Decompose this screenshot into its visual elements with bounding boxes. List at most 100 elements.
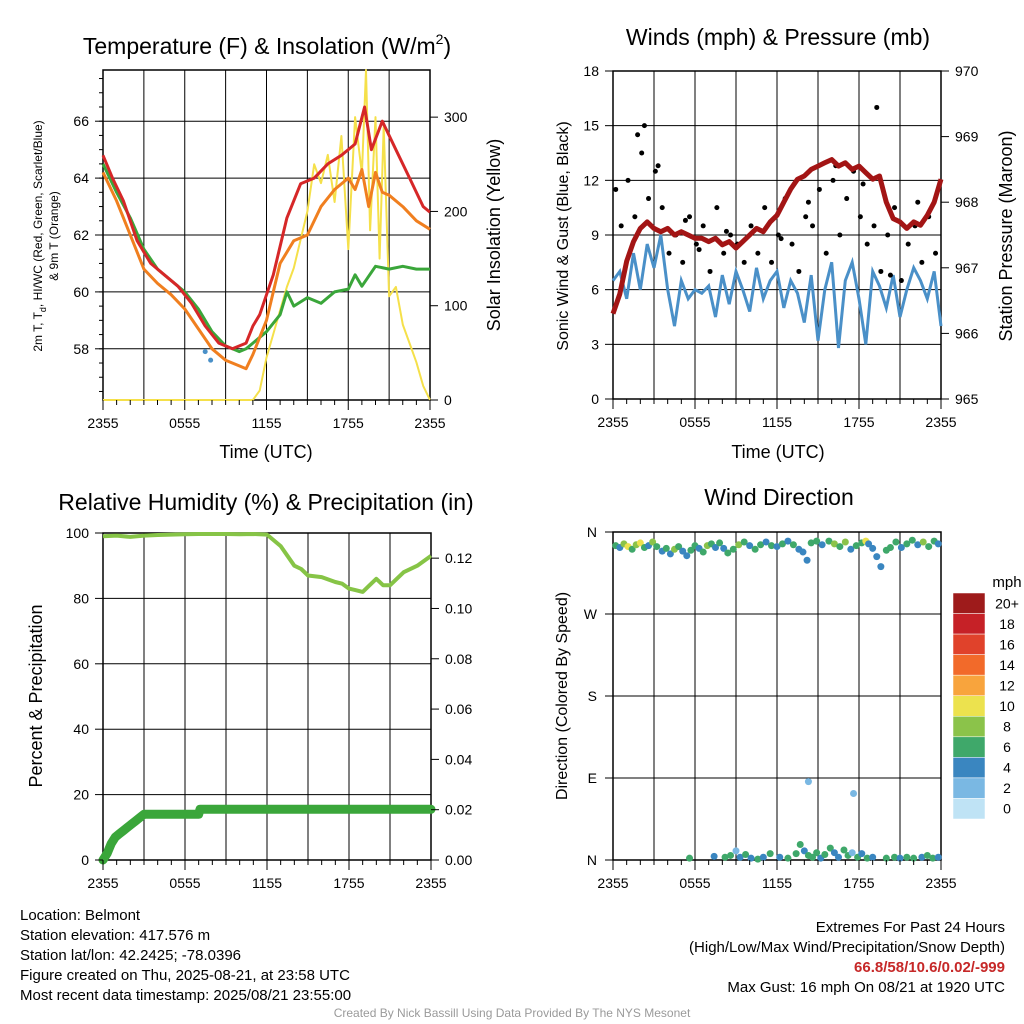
wind-direction-point [886,543,894,551]
station-location: Location: Belmont [20,907,141,924]
temp-ytick-label: 60 [73,284,89,300]
rh-xtick-label: 2355 [415,875,446,891]
wind-direction-point [925,543,933,551]
wind-direction-point [687,546,695,554]
wind-direction-point [721,853,729,861]
temp-ytick-label: 58 [73,341,89,357]
gust-point [837,232,843,238]
rh-ytick-label: 60 [73,656,89,672]
gust-point [830,177,836,183]
gust-point [864,241,870,247]
rh-xtick-label: 2355 [87,875,118,891]
colorbar-tick-label: 8 [1003,719,1011,735]
wind-direction-point [766,850,774,858]
gust-point [823,250,829,256]
colorbar-tick-label: 12 [999,677,1015,693]
wind-direction-point [683,552,691,560]
temp-hiwc-point [208,357,214,363]
wind-direction-point [825,537,833,545]
rh-ylabel-left: Percent & Precipitation [26,604,46,787]
colorbar-swatch [952,757,986,779]
gust-point [933,250,939,256]
winds-ytick-label: 12 [583,172,599,188]
wind-direction-point [778,540,786,548]
wind-direction-point [727,851,735,859]
wind-direction-point [848,849,856,857]
temperature-ylabel-left-line2: & 9m T (Orange) [47,191,61,281]
colorbar-swatch [952,798,986,820]
wind-direction-point [757,541,765,549]
gust-point [860,181,866,187]
gust-point [844,196,850,202]
winds-panel: Winds (mph) & Pressure (mb) 2355 0555 1155… [555,24,1016,462]
gust-point [728,232,734,238]
wind-direction-point [826,844,834,852]
wind-direction-point [720,544,728,552]
temp-ytick-label: 64 [73,170,89,186]
wind-direction-point [903,540,911,548]
temp-y2tick-label: 300 [444,109,468,125]
wind-direction-point [852,542,860,550]
station-elevation: Station elevation: 417.576 m [20,927,211,944]
winds-ylabel-left: Sonic Wind & Gust (Blue, Black) [555,121,572,350]
wdir-xtick-label: 2355 [597,875,628,891]
winds-ytick-label: 15 [583,118,599,134]
colorbar-swatch [952,592,986,614]
wind-direction-point [914,541,922,549]
wind-direction-point [740,538,748,546]
wind-direction-point [747,854,755,862]
winds-ytick-label: 18 [583,63,599,79]
gust-point [905,241,911,247]
winds-ytick-label: 6 [591,282,599,298]
wind-direction-point [710,852,718,860]
wind-direction-point [934,540,942,548]
wind-direction-point [841,538,849,546]
wind-direction-point [910,854,918,862]
winds-xtick-label: 2355 [597,414,628,430]
winds-xtick-label: 0555 [679,414,710,430]
gust-point [646,196,652,202]
temp-y2tick-label: 0 [444,392,452,408]
wdir-xtick-label: 0555 [679,875,710,891]
wind-direction-point [649,538,657,546]
rh-ytick-label: 80 [73,590,89,606]
rh-ytick-label: 100 [66,525,90,541]
extremes-subtitle: (High/Low/Max Wind/Precipitation/Snow De… [689,939,1005,956]
station-info: Location: Belmont Station elevation: 417… [20,906,351,1006]
rh-y2tick-label: 0.08 [445,651,472,667]
temp-ytick-label: 66 [73,113,89,129]
gust-point [803,214,809,220]
temp-y2tick-label: 200 [444,203,468,219]
colorbar-swatch [952,613,986,635]
colorbar-swatch [952,633,986,655]
wind-direction-point [850,789,858,797]
gust-point [632,214,638,220]
gust-point [805,199,811,205]
gust-point [919,259,925,265]
wind-direction-point [836,543,844,551]
wind-direction-point [675,543,683,551]
winds-y2tick-label: 969 [955,129,979,145]
wind-direction-point [813,537,821,545]
rh-ytick-label: 20 [73,787,89,803]
wind-direction-point [724,549,732,557]
colorbar-tick-label: 14 [999,657,1015,673]
gust-point [748,223,754,229]
wind-direction-point [873,553,881,561]
wind-direction-point [897,543,905,551]
wind-direction-point [869,544,877,552]
wind-direction-point [653,543,661,551]
gust-point [618,223,624,229]
winds-title: Winds (mph) & Pressure (mb) [626,24,930,50]
gust-point [666,250,672,256]
wdir-xtick-label: 2355 [925,875,956,891]
wind-direction-point [804,778,812,786]
wind-direction-point [628,545,636,553]
pressure-line [610,157,944,315]
gust-point [707,268,713,274]
wind-direction-point [847,545,855,553]
colorbar-swatch [952,674,986,696]
colorbar-tick-label: 18 [999,616,1015,632]
temp-xtick-label: 1155 [251,415,281,431]
wind-direction-point [732,847,740,855]
